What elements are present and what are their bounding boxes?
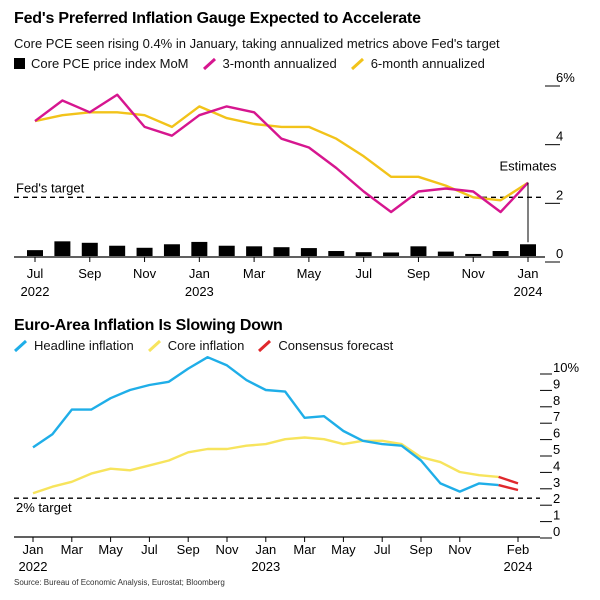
source-note: Source: Bureau of Economic Analysis, Eur… — [14, 578, 225, 587]
x-tick-year: 2023 — [251, 559, 280, 574]
legend-item-core-pce-mom: Core PCE price index MoM — [14, 56, 189, 71]
pce-mom-bar — [54, 241, 71, 256]
x-tick-month: Sep — [78, 266, 101, 281]
line-3m-annualized — [34, 93, 529, 214]
chart2-title: Euro-Area Inflation Is Slowing Down — [14, 317, 283, 334]
legend-label: 6-month annualized — [370, 56, 485, 71]
x-tick-month: Jan — [255, 542, 276, 557]
y-tick-label: 2 — [553, 491, 560, 506]
x-tick-month: Jan — [23, 542, 44, 557]
pce-mom-bar — [465, 253, 482, 256]
y-tick-label: 0 — [553, 524, 560, 539]
line-6m-annualized — [34, 105, 529, 202]
legend-swatch-yellow — [147, 339, 161, 352]
pce-mom-bar — [383, 252, 400, 256]
x-tick-month: Jul — [141, 542, 158, 557]
x-tick-month: Sep — [409, 542, 432, 557]
y-tick-label: 4 — [556, 129, 563, 144]
legend-item-6m-annualized: 6-month annualized — [350, 56, 485, 71]
pce-mom-bar — [163, 244, 180, 256]
y-tick-label: 6 — [553, 426, 560, 441]
legend-swatch-red — [258, 339, 272, 352]
x-tick-month: Mar — [61, 542, 84, 557]
legend-label: Consensus forecast — [278, 338, 394, 353]
x-tick-month: Jul — [355, 266, 372, 281]
line-core-inflation — [32, 436, 499, 495]
x-tick-year: 2022 — [19, 559, 48, 574]
x-tick-month: Mar — [243, 266, 266, 281]
pce-mom-bar — [218, 245, 235, 256]
pce-mom-bar — [136, 247, 153, 256]
chart1-subtitle: Core PCE seen rising 0.4% in January, ta… — [14, 36, 500, 51]
y-tick-label: 8 — [553, 393, 560, 408]
legend-item-3m-annualized: 3-month annualized — [202, 56, 337, 71]
x-tick-month: Feb — [507, 542, 529, 557]
legend-label: Core inflation — [167, 338, 245, 353]
line-headline-inflation — [32, 356, 499, 493]
x-tick-month: Nov — [448, 542, 472, 557]
pce-mom-bar — [300, 248, 317, 256]
x-tick-year: 2023 — [185, 284, 214, 299]
legend-swatch-square — [14, 58, 25, 69]
line-consensus-forecast-core — [498, 475, 519, 485]
y-tick-label: 0 — [556, 246, 563, 261]
y-tick-label: 1 — [553, 508, 560, 523]
two-percent-target-label: 2% target — [16, 500, 72, 515]
x-tick-month: Jan — [518, 266, 539, 281]
fed-target-label: Fed's target — [16, 180, 85, 195]
pce-mom-bar — [109, 245, 126, 256]
x-tick-month: Jul — [374, 542, 391, 557]
pce-mom-bar — [437, 251, 454, 256]
y-tick-label: 2 — [556, 187, 563, 202]
legend-label: Headline inflation — [34, 338, 134, 353]
legend-label: Core PCE price index MoM — [31, 56, 189, 71]
line-consensus-forecast-headline — [498, 483, 519, 492]
x-tick-month: Nov — [215, 542, 239, 557]
pce-mom-bar — [328, 251, 345, 256]
x-tick-year: 2024 — [504, 559, 533, 574]
pce-mom-bar — [273, 247, 290, 256]
y-tick-label: 4 — [553, 458, 560, 473]
legend-label: 3-month annualized — [222, 56, 337, 71]
pce-mom-bar — [27, 250, 43, 256]
x-tick-month: Nov — [462, 266, 486, 281]
pce-mom-bar — [81, 242, 98, 256]
legend-swatch-pink — [202, 57, 216, 70]
pce-mom-bar — [355, 252, 372, 256]
chart1-title: Fed's Preferred Inflation Gauge Expected… — [14, 10, 421, 27]
x-tick-month: Nov — [133, 266, 157, 281]
legend-item-core: Core inflation — [147, 338, 245, 353]
pce-mom-bar — [246, 246, 263, 256]
y-tick-label: 5 — [553, 442, 560, 457]
y-tick-label: 3 — [553, 475, 560, 490]
legend-item-consensus: Consensus forecast — [258, 338, 393, 353]
legend-swatch-gold — [350, 57, 364, 70]
x-tick-month: Jan — [189, 266, 210, 281]
legend-item-headline: Headline inflation — [14, 338, 134, 353]
x-tick-year: 2022 — [21, 284, 50, 299]
x-tick-month: Sep — [407, 266, 430, 281]
pce-mom-bar — [191, 241, 208, 256]
y-tick-label: 10% — [553, 360, 579, 375]
x-tick-month: Jul — [27, 266, 44, 281]
x-tick-year: 2024 — [514, 284, 543, 299]
x-tick-month: May — [297, 266, 322, 281]
chart1-legend: Core PCE price index MoM 3-month annuali… — [14, 56, 485, 71]
legend-swatch-blue — [14, 339, 28, 352]
pce-mom-bar — [492, 251, 509, 256]
y-tick-label: 9 — [553, 376, 560, 391]
y-tick-label: 7 — [553, 409, 560, 424]
pce-mom-bar — [520, 244, 536, 256]
estimates-label: Estimates — [499, 159, 557, 174]
x-tick-month: May — [98, 542, 123, 557]
x-tick-month: Sep — [177, 542, 200, 557]
x-tick-month: May — [331, 542, 356, 557]
y-tick-label: 6% — [556, 70, 575, 85]
pce-mom-bar — [410, 246, 427, 256]
chart2-legend: Headline inflation Core inflation Consen… — [14, 338, 393, 353]
x-tick-month: Mar — [293, 542, 316, 557]
